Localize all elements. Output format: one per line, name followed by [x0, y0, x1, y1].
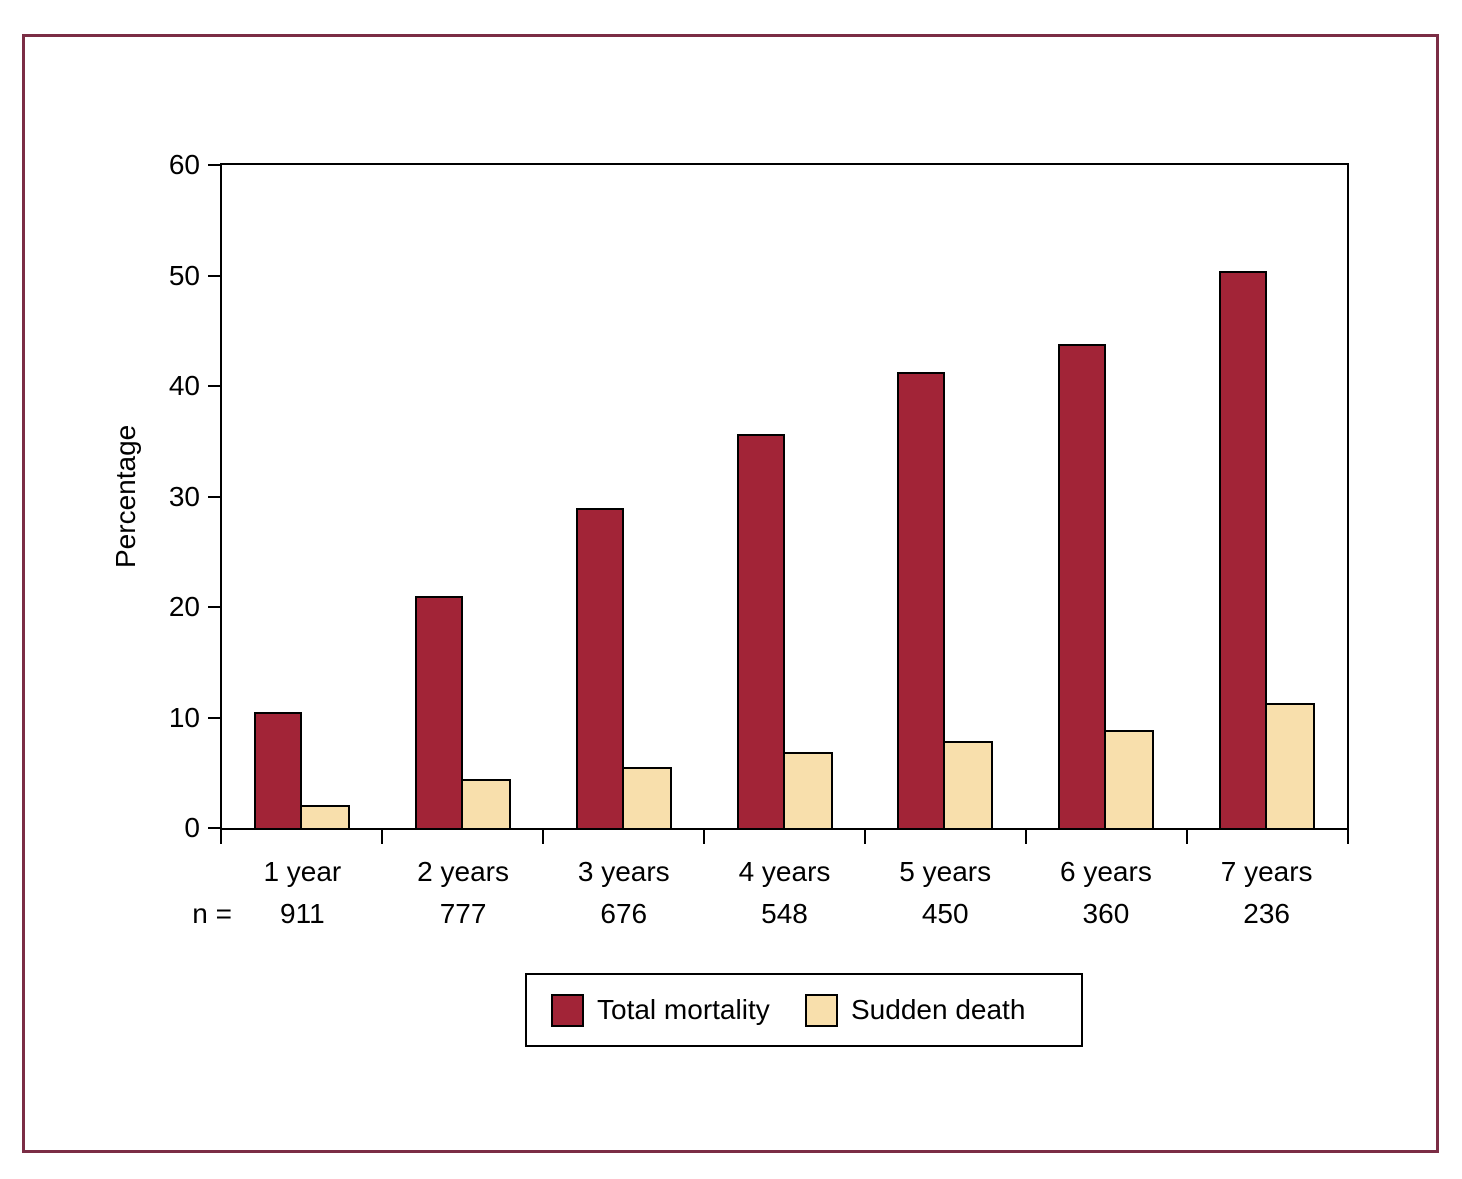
y-tick — [208, 495, 222, 498]
n-value: 236 — [1243, 898, 1290, 929]
bar-total-mortality — [415, 595, 464, 830]
x-category-label: 6 years — [1060, 856, 1152, 887]
bar-sudden-death — [1264, 703, 1315, 830]
bar-sudden-death — [943, 740, 994, 830]
figure-border — [22, 34, 1439, 1153]
y-tick — [208, 716, 222, 719]
bar-sudden-death — [621, 767, 672, 830]
x-category-label: 2 years — [417, 856, 509, 887]
bar-total-mortality — [254, 711, 303, 830]
x-tick — [381, 830, 383, 844]
bar-sudden-death — [461, 779, 512, 830]
legend-swatch-sudden-death — [805, 993, 838, 1027]
n-value: 676 — [600, 898, 648, 929]
bar-total-mortality — [736, 433, 785, 830]
x-tick — [703, 830, 705, 844]
y-tick-label: 60 — [168, 149, 200, 180]
legend-swatch-total-mortality — [551, 993, 584, 1027]
bar-total-mortality — [1218, 271, 1267, 830]
bar-total-mortality — [575, 507, 624, 830]
y-tick-label: 0 — [184, 812, 200, 843]
y-tick — [208, 606, 222, 608]
n-value: 777 — [439, 898, 487, 929]
legend: Total mortality Sudden death — [525, 973, 1083, 1047]
legend-label-total-mortality: Total mortality — [597, 994, 770, 1025]
bar-sudden-death — [1103, 729, 1154, 830]
x-category-label: 5 years — [899, 856, 992, 887]
x-category-label: 7 years — [1220, 856, 1313, 887]
x-category-label: 4 years — [738, 856, 831, 887]
n-value: 360 — [1082, 898, 1130, 929]
x-tick — [1186, 830, 1188, 844]
x-tick — [1025, 830, 1027, 844]
plot-area — [220, 163, 1349, 830]
y-tick-label: 10 — [168, 701, 200, 733]
n-value: 911 — [280, 898, 325, 929]
bar-total-mortality — [1057, 344, 1106, 830]
bar-total-mortality — [897, 371, 946, 830]
n-equals-label: n = — [192, 898, 232, 929]
y-tick — [208, 827, 222, 829]
legend-label-sudden-death: Sudden death — [851, 994, 1026, 1025]
legend-item-total-mortality: Total mortality — [551, 975, 770, 1045]
n-value: 548 — [761, 898, 808, 929]
legend-item-sudden-death: Sudden death — [805, 975, 1025, 1045]
y-tick-label: 50 — [168, 259, 200, 291]
bar-sudden-death — [782, 751, 833, 830]
x-category-label: 1 year — [263, 856, 342, 887]
bar-sudden-death — [300, 804, 351, 830]
y-tick-label: 30 — [168, 480, 200, 512]
x-category-label: 3 years — [577, 856, 670, 887]
y-tick — [208, 164, 222, 166]
y-tick-label: 40 — [168, 370, 200, 401]
x-tick — [864, 830, 866, 844]
n-value: 450 — [921, 898, 969, 929]
y-tick — [208, 274, 222, 277]
y-tick-label: 20 — [168, 591, 200, 622]
y-tick — [208, 385, 222, 387]
x-tick — [542, 830, 544, 844]
x-tick — [220, 830, 222, 844]
x-tick — [1347, 830, 1349, 844]
